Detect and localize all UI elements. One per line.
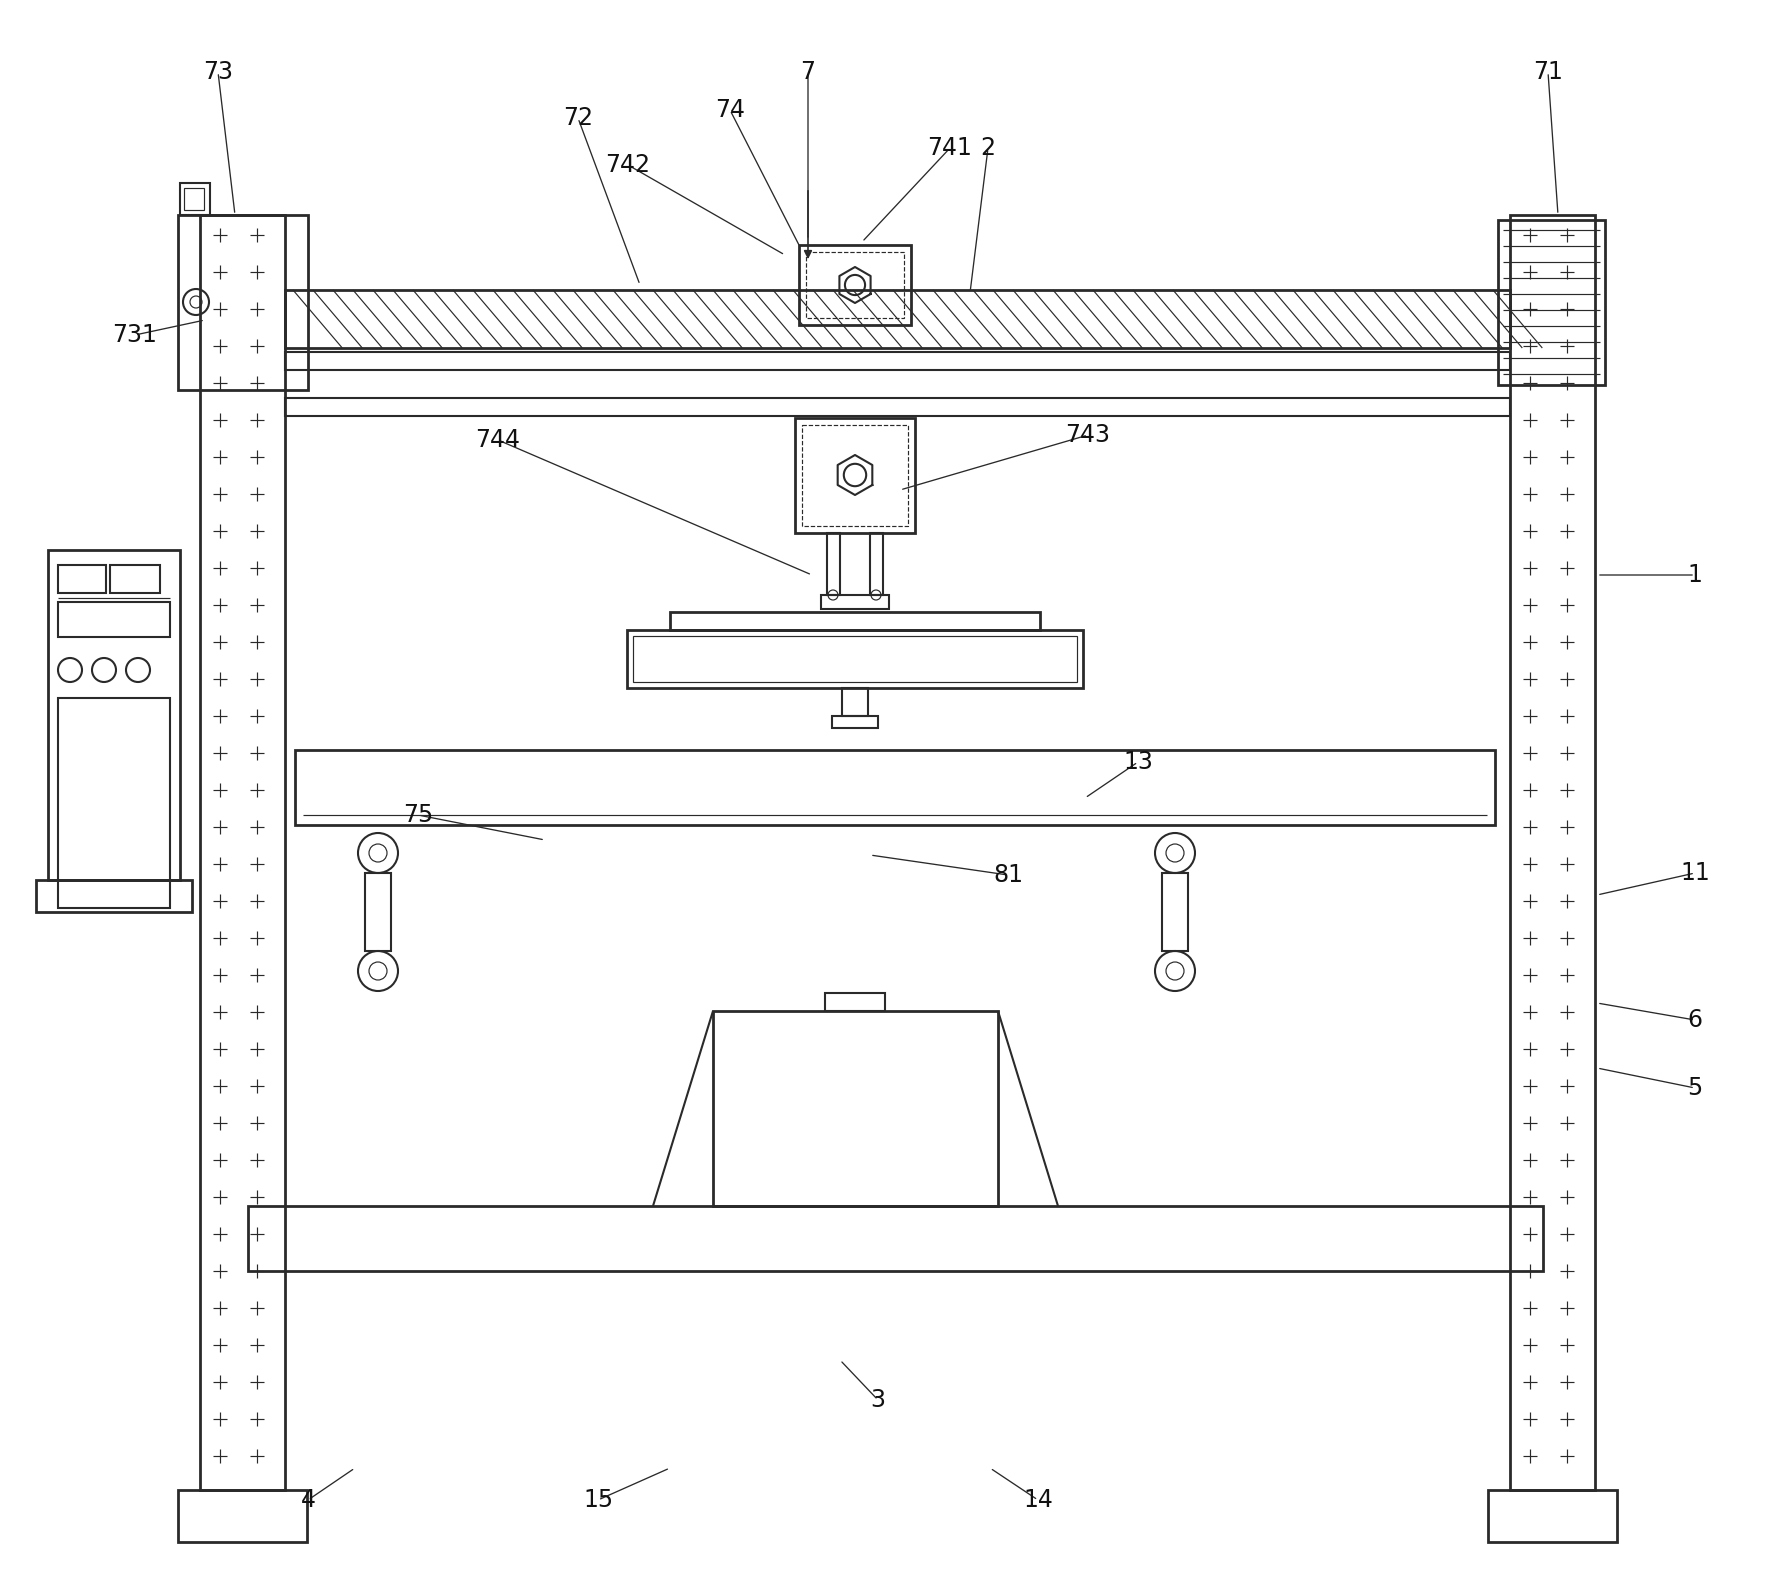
Bar — [1163, 872, 1188, 951]
Text: 72: 72 — [563, 105, 593, 131]
Text: 744: 744 — [475, 427, 520, 451]
Bar — [286, 352, 1509, 370]
Text: 74: 74 — [714, 97, 745, 121]
Text: 743: 743 — [1066, 423, 1111, 447]
Text: 73: 73 — [204, 61, 232, 85]
Bar — [825, 994, 886, 1011]
Bar — [57, 601, 170, 636]
Bar — [1509, 215, 1595, 1490]
Text: 13: 13 — [1123, 750, 1154, 774]
Text: 5: 5 — [1688, 1077, 1702, 1101]
Text: 7: 7 — [800, 61, 816, 85]
Text: 741: 741 — [927, 136, 972, 160]
Bar — [827, 533, 839, 595]
Text: 3: 3 — [870, 1388, 886, 1412]
Text: 1: 1 — [1688, 563, 1702, 587]
Bar — [184, 188, 204, 211]
Bar — [200, 215, 286, 1490]
Bar — [179, 1490, 307, 1542]
Bar — [670, 612, 1039, 630]
Bar — [802, 424, 907, 526]
Bar — [832, 716, 879, 727]
Text: 2: 2 — [981, 136, 995, 160]
Text: 731: 731 — [113, 324, 157, 348]
Text: 15: 15 — [582, 1488, 613, 1512]
Bar — [286, 399, 1509, 416]
Bar — [179, 215, 307, 391]
Bar — [841, 687, 868, 716]
Bar — [364, 872, 391, 951]
Bar — [286, 290, 1509, 348]
Bar — [713, 1011, 998, 1206]
Bar — [822, 595, 889, 609]
Bar — [48, 550, 180, 880]
Text: 742: 742 — [605, 153, 650, 177]
Text: 71: 71 — [1532, 61, 1563, 85]
Bar — [57, 565, 105, 593]
Text: 81: 81 — [993, 863, 1023, 887]
Bar — [1488, 1490, 1616, 1542]
Bar — [1498, 220, 1606, 384]
Bar — [627, 630, 1082, 687]
Bar — [870, 533, 882, 595]
Bar — [632, 636, 1077, 683]
Text: 14: 14 — [1023, 1488, 1054, 1512]
Text: 75: 75 — [404, 802, 434, 826]
Text: 6: 6 — [1688, 1008, 1702, 1032]
Text: 11: 11 — [1681, 861, 1709, 885]
Bar — [805, 252, 904, 317]
Bar — [295, 750, 1495, 825]
Bar — [795, 418, 914, 533]
Bar — [111, 565, 161, 593]
Bar — [248, 1206, 1543, 1271]
Bar — [57, 699, 170, 908]
Bar — [36, 880, 193, 912]
Bar — [798, 246, 911, 325]
Bar — [180, 183, 211, 215]
Text: 4: 4 — [300, 1488, 316, 1512]
